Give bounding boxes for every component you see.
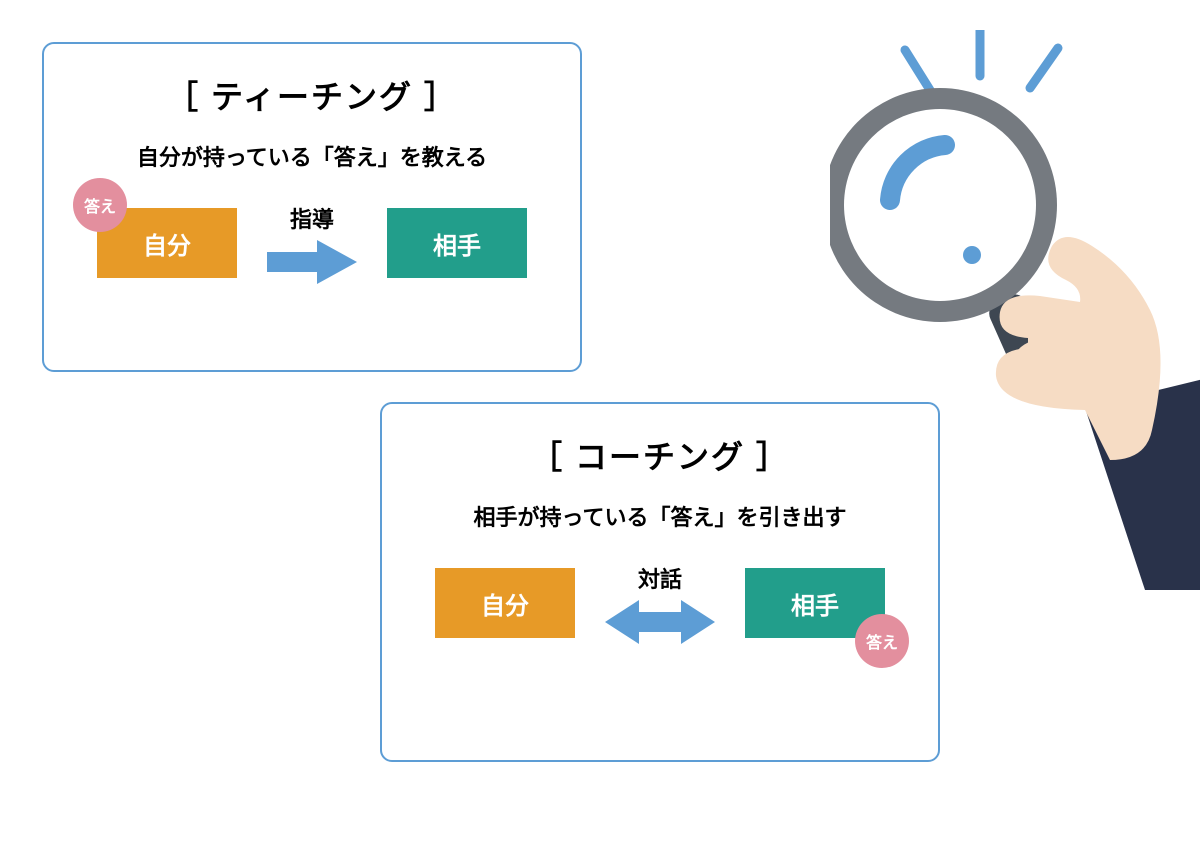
teaching-desc: 自分が持っている「答え」を教える <box>74 140 550 172</box>
teaching-other-box: 相手 <box>387 208 527 278</box>
teaching-badge-label: 答え <box>84 193 116 217</box>
teaching-self-label: 自分 <box>143 226 191 261</box>
teaching-self-box: 自分 答え <box>97 208 237 278</box>
coaching-self-box: 自分 <box>435 568 575 638</box>
coaching-arrow-col: 対話 <box>605 562 715 644</box>
teaching-arrow-col: 指導 <box>267 202 357 284</box>
arrow-double-icon <box>605 600 715 644</box>
coaching-arrow-label: 対話 <box>638 562 682 594</box>
teaching-row: 自分 答え 指導 相手 <box>74 202 550 284</box>
teaching-answer-badge: 答え <box>73 178 127 232</box>
teaching-panel: ［ ティーチング ］ 自分が持っている「答え」を教える 自分 答え 指導 相手 <box>42 42 582 372</box>
magnifier-svg <box>830 30 1200 590</box>
arrow-right-icon <box>267 240 357 284</box>
magnifier-illustration <box>830 30 1200 595</box>
teaching-arrow-label: 指導 <box>290 202 334 234</box>
teaching-other-label: 相手 <box>433 226 481 261</box>
coaching-self-label: 自分 <box>481 586 529 621</box>
teaching-title: ［ ティーチング ］ <box>74 72 550 118</box>
coaching-answer-badge: 答え <box>855 614 909 668</box>
coaching-badge-label: 答え <box>866 629 898 653</box>
